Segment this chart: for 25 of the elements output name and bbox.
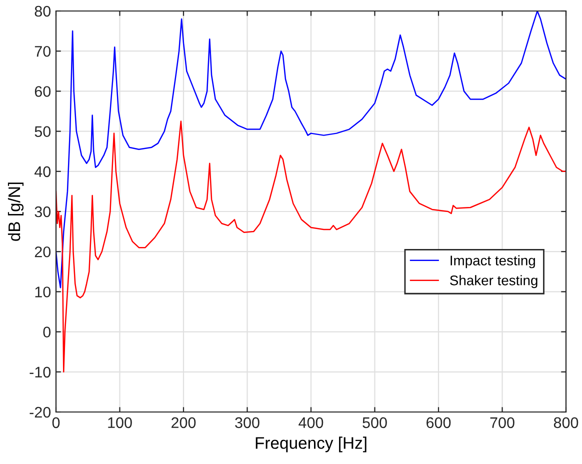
y-tick-label: 80 xyxy=(34,6,51,17)
legend-label: Shaker testing xyxy=(450,275,538,288)
x-tick-label: 0 xyxy=(52,417,60,428)
y-tick-label: 0 xyxy=(43,326,51,338)
y-tick-label: 40 xyxy=(34,166,51,178)
x-tick-label: 200 xyxy=(172,417,196,428)
legend-label: Impact testing xyxy=(450,255,535,268)
y-tick-label: 20 xyxy=(34,246,51,258)
x-tick-label: 100 xyxy=(108,417,132,428)
y-tick-label: 30 xyxy=(34,206,51,218)
y-tick-label: 10 xyxy=(35,286,51,298)
x-tick-label: 600 xyxy=(426,417,451,428)
x-axis-title: Frequency [Hz] xyxy=(256,436,366,452)
y-tick-label: 60 xyxy=(34,86,51,97)
y-tick-label: -10 xyxy=(30,366,51,378)
line-series xyxy=(56,120,566,373)
y-tick-label: -20 xyxy=(30,406,51,418)
x-tick-label: 300 xyxy=(235,417,260,428)
y-tick-label: 50 xyxy=(34,126,51,137)
y-axis-title: dB [g/N] xyxy=(8,182,24,241)
x-tick-label: 400 xyxy=(298,417,324,428)
x-tick-label: 800 xyxy=(554,417,578,428)
x-tick-label: 700 xyxy=(490,417,514,428)
y-tick-label: 70 xyxy=(34,46,51,57)
x-tick-label: 500 xyxy=(362,417,387,428)
